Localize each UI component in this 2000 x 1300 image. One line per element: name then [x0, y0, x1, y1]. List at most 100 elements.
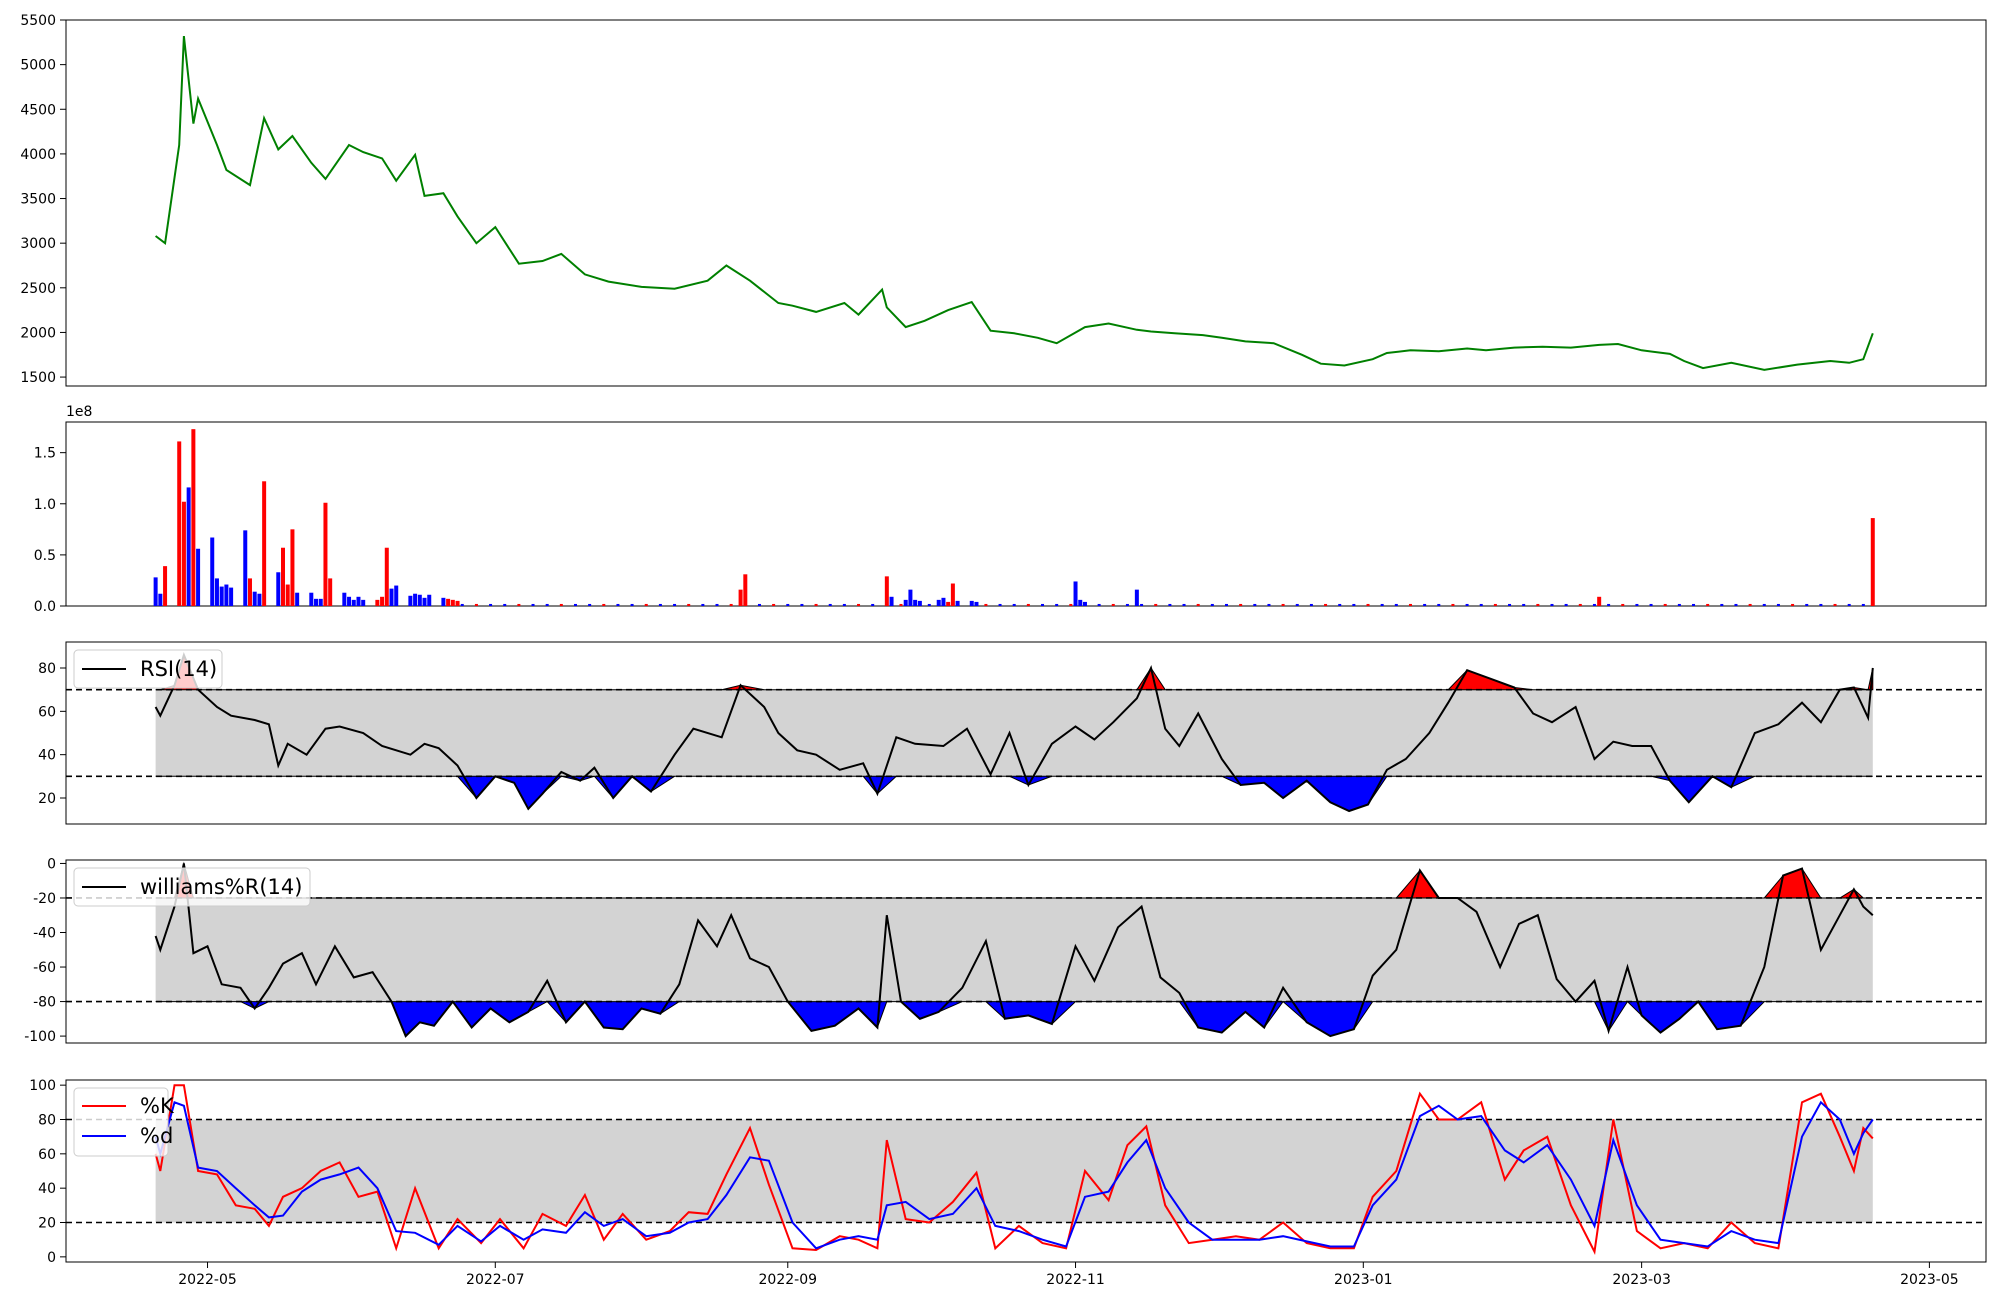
volume-bar	[974, 601, 979, 606]
volume-bar	[1776, 603, 1780, 606]
volume-bar	[871, 603, 875, 606]
volume-bar	[384, 547, 389, 606]
legend-label-d: %d	[140, 1124, 173, 1148]
volume-bar	[1338, 603, 1342, 606]
volume-bar	[342, 592, 347, 606]
y-tick-label: -100	[24, 1029, 56, 1045]
volume-bar	[295, 592, 300, 606]
x-tick-label: 2022-09	[759, 1272, 818, 1288]
x-tick-label: 2023-01	[1334, 1272, 1393, 1288]
volume-bar	[941, 597, 946, 606]
volume-panel: 0.0 0.5 1.0 1.5 1e8	[34, 404, 1987, 615]
y-tick-label: 3500	[20, 192, 56, 208]
volume-bar	[1805, 603, 1809, 606]
volume-bar	[1578, 603, 1582, 606]
volume-bar	[351, 599, 356, 606]
volume-bar	[913, 599, 918, 606]
volume-bar	[1663, 603, 1667, 606]
volume-bar	[1210, 603, 1214, 606]
volume-bar	[328, 578, 333, 606]
volume-bar	[285, 584, 290, 606]
volume-bar	[318, 598, 323, 606]
panel-frame	[65, 859, 1987, 1044]
volume-bar	[1861, 603, 1865, 606]
volume-bar	[1394, 603, 1398, 606]
volume-bar	[673, 603, 677, 606]
y-tick-label: 80	[38, 1112, 56, 1128]
volume-bar	[800, 603, 804, 606]
d-line	[154, 1100, 1874, 1250]
price-panel: 1500 2000 2500 3000 3500 4000 4500 5000 5500	[20, 13, 1987, 387]
volume-bar	[1134, 589, 1139, 606]
volume-bar	[786, 603, 790, 606]
volume-bar	[1847, 603, 1851, 606]
neutral-band	[155, 689, 1873, 777]
stochastic-panel: 0 20 40 60 80 100 %K %d	[29, 1078, 1987, 1266]
volume-bar	[1182, 603, 1186, 606]
volume-bar	[177, 441, 182, 606]
volume-bar	[1592, 603, 1596, 606]
volume-bar	[857, 603, 861, 606]
volume-bar	[1762, 603, 1766, 606]
volume-bar	[772, 603, 776, 606]
volume-bar	[427, 594, 432, 606]
oversold-fill	[155, 775, 1873, 812]
volume-bar	[1597, 596, 1602, 606]
volume-bar	[417, 594, 422, 606]
volume-bar	[1607, 603, 1611, 606]
volume-bar	[1253, 603, 1257, 606]
volume-bar	[946, 601, 951, 606]
volume-bar	[446, 598, 451, 606]
volume-bar	[158, 593, 163, 606]
volume-bar	[1168, 603, 1172, 606]
volume-bar	[738, 589, 743, 606]
x-tick-label: 2022-11	[1046, 1272, 1105, 1288]
volume-bar	[1621, 603, 1625, 606]
volume-bar	[927, 603, 931, 606]
overbought-fill	[155, 861, 1873, 899]
volume-bar	[1819, 603, 1823, 606]
williams-line	[154, 863, 1874, 1038]
volume-bar	[1791, 603, 1795, 606]
legend-box	[73, 867, 311, 907]
volume-bar	[1465, 603, 1469, 606]
volume-bar	[908, 589, 913, 606]
volume-bar	[422, 597, 427, 606]
y-tick-label: -60	[33, 960, 56, 976]
volume-bar	[644, 603, 648, 606]
volume-bar	[531, 603, 535, 606]
x-tick-label: 2022-05	[178, 1272, 237, 1288]
volume-bar	[1508, 603, 1512, 606]
volume-bar	[729, 603, 733, 606]
volume-bar	[899, 603, 903, 606]
y-tick-label: 60	[38, 1147, 56, 1163]
x-tick-label: 2023-03	[1612, 1272, 1671, 1288]
volume-bar	[1437, 603, 1441, 606]
volume-bar	[441, 597, 446, 606]
y-tick-label: 20	[38, 1216, 56, 1232]
volume-bar	[545, 603, 549, 606]
volume-bar	[1833, 603, 1837, 606]
volume-bar	[1267, 603, 1271, 606]
y-tick-label: 0.5	[34, 548, 56, 564]
volume-bar	[210, 537, 215, 606]
legend-label-k: %K	[140, 1094, 175, 1118]
volume-bar	[1125, 603, 1129, 606]
volume-bar	[252, 591, 257, 606]
volume-bar	[361, 599, 366, 606]
volume-bar	[1154, 603, 1158, 606]
volume-bar	[1720, 603, 1724, 606]
volume-bar	[1380, 603, 1384, 606]
k-line	[154, 1084, 1874, 1255]
neutral-band	[155, 897, 1873, 1002]
volume-bar	[602, 603, 606, 606]
rsi-panel: 20 40 60 80 RSI(14)	[38, 641, 1987, 825]
volume-bar	[1677, 603, 1681, 606]
volume-bar	[517, 603, 521, 606]
volume-bar	[262, 481, 267, 606]
volume-bar	[1082, 601, 1087, 606]
y-tick-label: 0	[47, 856, 56, 872]
volume-bar	[889, 596, 894, 606]
volume-bar	[257, 593, 262, 606]
